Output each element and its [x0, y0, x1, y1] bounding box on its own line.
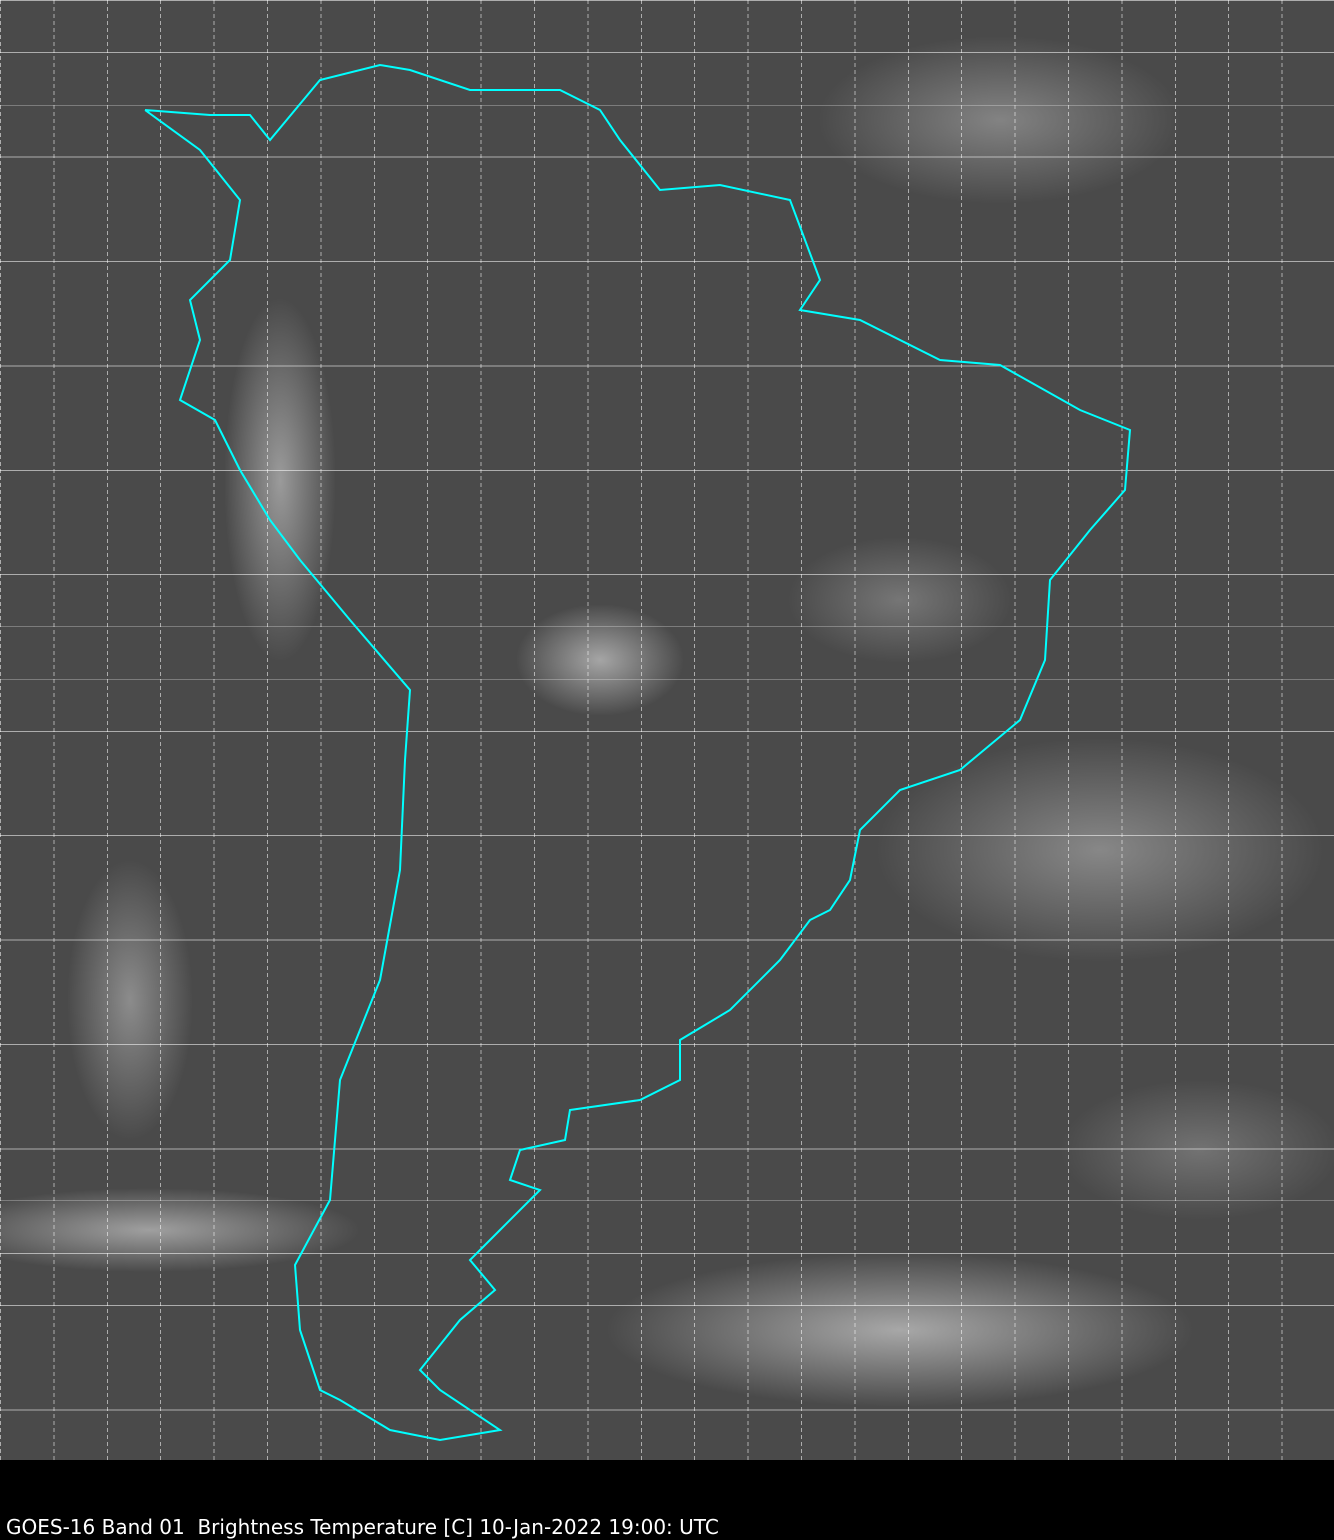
coastline-overlay: [144, 63, 1132, 1442]
image-caption: GOES-16 Band 01 Brightness Temperature […: [6, 1515, 719, 1539]
south-america-coastline: [144, 63, 1132, 1442]
lat-lon-grid: [0, 0, 1334, 1460]
satellite-image: [0, 0, 1334, 1460]
